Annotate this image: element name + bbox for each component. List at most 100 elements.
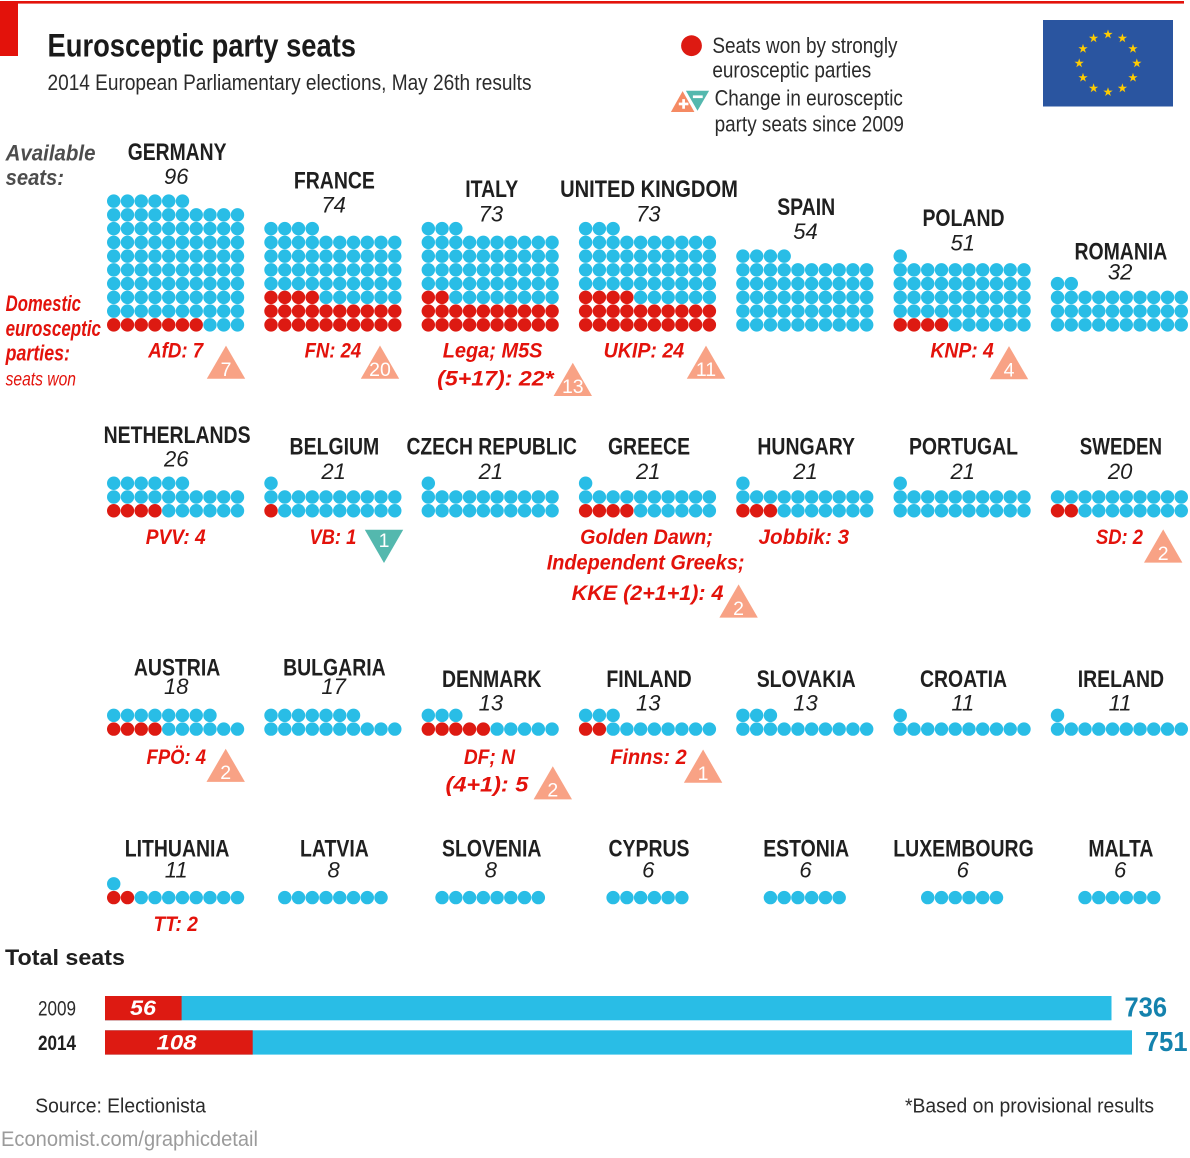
svg-text:UNITED KINGDOM: UNITED KINGDOM	[560, 176, 738, 203]
svg-text:SD: 2: SD: 2	[1096, 526, 1143, 549]
svg-text:Change in eurosceptic: Change in eurosceptic	[715, 86, 903, 111]
svg-text:7: 7	[221, 359, 232, 381]
svg-text:TT: 2: TT: 2	[154, 913, 199, 936]
svg-text:SLOVENIA: SLOVENIA	[442, 836, 541, 863]
svg-text:6: 6	[799, 858, 812, 883]
svg-text:HUNGARY: HUNGARY	[757, 433, 855, 460]
svg-text:SPAIN: SPAIN	[777, 194, 835, 221]
svg-text:108: 108	[157, 1031, 197, 1054]
svg-text:AUSTRIA: AUSTRIA	[134, 655, 220, 682]
svg-text:PORTUGAL: PORTUGAL	[909, 433, 1018, 460]
svg-text:32: 32	[1108, 260, 1132, 285]
svg-text:LITHUANIA: LITHUANIA	[125, 836, 230, 863]
svg-text:DENMARK: DENMARK	[442, 666, 542, 693]
svg-text:ESTONIA: ESTONIA	[763, 836, 849, 863]
svg-text:2: 2	[1158, 543, 1169, 565]
svg-text:13: 13	[636, 690, 661, 715]
svg-text:2014 European Parliamentary el: 2014 European Parliamentary elections, M…	[48, 70, 532, 95]
svg-text:11: 11	[1109, 690, 1132, 715]
svg-text:2: 2	[220, 762, 231, 784]
svg-text:2: 2	[733, 598, 744, 620]
svg-text:20: 20	[369, 359, 391, 381]
svg-text:GERMANY: GERMANY	[128, 139, 227, 166]
svg-text:eurosceptic parties: eurosceptic parties	[712, 58, 871, 83]
svg-text:1: 1	[379, 530, 390, 552]
svg-text:(5+17): 22*: (5+17): 22*	[437, 368, 554, 391]
svg-text:party seats since 2009: party seats since 2009	[715, 112, 904, 137]
svg-text:Jobbik: 3: Jobbik: 3	[759, 526, 850, 549]
svg-text:KKE (2+1+1): 4: KKE (2+1+1): 4	[572, 582, 724, 605]
svg-text:MALTA: MALTA	[1088, 836, 1153, 863]
svg-text:Seats won by strongly: Seats won by strongly	[712, 33, 897, 58]
svg-text:51: 51	[951, 231, 975, 256]
svg-text:6: 6	[1114, 858, 1127, 883]
svg-text:seats:: seats:	[6, 165, 64, 190]
svg-text:54: 54	[793, 219, 817, 244]
svg-text:(4+1): 5: (4+1): 5	[446, 774, 529, 797]
svg-text:Finns: 2: Finns: 2	[610, 746, 687, 769]
svg-text:17: 17	[321, 674, 346, 699]
svg-text:CYPRUS: CYPRUS	[609, 836, 690, 863]
svg-text:VB: 1: VB: 1	[309, 526, 356, 549]
svg-text:1: 1	[698, 763, 709, 785]
svg-text:IRELAND: IRELAND	[1078, 666, 1164, 693]
svg-text:13: 13	[562, 376, 584, 398]
svg-text:8: 8	[485, 858, 498, 883]
svg-text:74: 74	[321, 193, 345, 218]
svg-text:LUXEMBOURG: LUXEMBOURG	[893, 836, 1033, 863]
svg-text:UKIP: 24: UKIP: 24	[604, 340, 685, 363]
svg-text:FN: 24: FN: 24	[305, 340, 362, 363]
svg-text:8: 8	[327, 858, 340, 883]
svg-text:21: 21	[478, 459, 503, 484]
svg-text:6: 6	[642, 858, 655, 883]
svg-text:AfD: 7: AfD: 7	[147, 340, 204, 363]
svg-text:*Based on provisional results: *Based on provisional results	[905, 1096, 1154, 1118]
svg-text:2014: 2014	[38, 1032, 76, 1055]
svg-text:FRANCE: FRANCE	[294, 167, 375, 194]
svg-text:13: 13	[793, 690, 818, 715]
svg-text:2: 2	[547, 780, 558, 802]
svg-text:21: 21	[792, 459, 817, 484]
svg-text:Eurosceptic party seats: Eurosceptic party seats	[48, 27, 357, 63]
svg-text:Available: Available	[5, 141, 96, 166]
svg-text:21: 21	[950, 459, 975, 484]
svg-text:Economist.com/graphicdetail: Economist.com/graphicdetail	[1, 1128, 258, 1151]
svg-text:Total seats: Total seats	[5, 945, 125, 970]
svg-text:GREECE: GREECE	[608, 433, 690, 460]
svg-text:DF; N: DF; N	[464, 746, 516, 769]
svg-text:56: 56	[130, 997, 156, 1020]
svg-text:NETHERLANDS: NETHERLANDS	[104, 422, 251, 449]
svg-text:73: 73	[479, 202, 504, 227]
svg-text:Independent Greeks;: Independent Greeks;	[547, 551, 745, 574]
svg-text:FINLAND: FINLAND	[606, 666, 691, 693]
svg-text:96: 96	[164, 164, 189, 189]
svg-text:Golden Dawn;: Golden Dawn;	[580, 526, 713, 549]
svg-text:ROMANIA: ROMANIA	[1074, 239, 1167, 266]
svg-text:736: 736	[1125, 992, 1168, 1023]
svg-text:ITALY: ITALY	[465, 176, 518, 203]
svg-text:751: 751	[1145, 1026, 1188, 1057]
svg-text:parties:: parties:	[5, 341, 70, 366]
svg-text:73: 73	[636, 202, 661, 227]
svg-text:2009: 2009	[38, 998, 76, 1021]
svg-text:POLAND: POLAND	[922, 205, 1004, 232]
svg-text:KNP: 4: KNP: 4	[930, 340, 994, 363]
svg-text:11: 11	[696, 359, 716, 381]
svg-text:PVV: 4: PVV: 4	[146, 526, 206, 549]
svg-text:Lega; M5S: Lega; M5S	[443, 340, 543, 363]
svg-text:LATVIA: LATVIA	[300, 836, 369, 863]
svg-text:11: 11	[951, 690, 974, 715]
svg-text:6: 6	[957, 858, 970, 883]
svg-text:Source: Electionista: Source: Electionista	[35, 1096, 206, 1118]
svg-text:26: 26	[163, 447, 189, 472]
svg-text:Domestic: Domestic	[6, 291, 81, 316]
svg-text:4: 4	[1004, 360, 1015, 382]
svg-text:FPÖ: 4: FPÖ: 4	[147, 746, 207, 769]
svg-text:11: 11	[165, 858, 188, 883]
svg-text:seats won: seats won	[6, 369, 76, 390]
svg-text:CROATIA: CROATIA	[920, 666, 1007, 693]
svg-text:CZECH REPUBLIC: CZECH REPUBLIC	[406, 433, 577, 460]
svg-text:SWEDEN: SWEDEN	[1080, 433, 1162, 460]
svg-text:21: 21	[635, 459, 660, 484]
svg-text:13: 13	[479, 690, 504, 715]
